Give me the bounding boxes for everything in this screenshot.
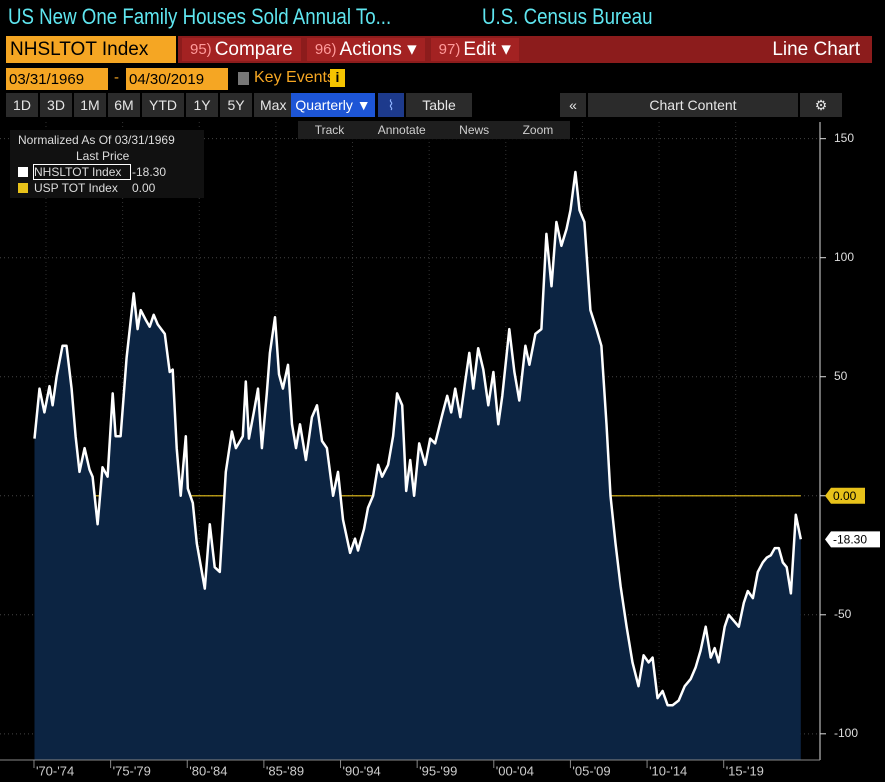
end-date[interactable]: 04/30/2019 [126, 68, 228, 90]
tool-button[interactable]: Track [314, 123, 345, 137]
settings-button[interactable]: ⚙ [800, 93, 842, 117]
last-value-box [825, 531, 880, 548]
x-tick-label: '00-'04 [496, 763, 534, 778]
menu-button[interactable]: 95) Compare [182, 38, 301, 61]
menu-label: Actions ▾ [339, 39, 417, 60]
chart-kind[interactable]: Line Chart [772, 38, 860, 60]
range-button[interactable]: 1M [74, 93, 106, 117]
legend-swatch [18, 183, 28, 193]
legend-swatch [18, 167, 28, 177]
collapse-button[interactable]: « [560, 93, 586, 117]
legend-subheader: Last Price [76, 149, 130, 163]
period-button[interactable]: Quarterly ▼ [291, 93, 375, 117]
last-value-box [825, 487, 865, 504]
menu-label: Edit ▾ [463, 39, 511, 60]
chart-title: US New One Family Houses Sold Annual To.… [8, 4, 392, 29]
x-tick-label: '80-'84 [189, 763, 227, 778]
x-tick-label: '15-'19 [726, 763, 764, 778]
x-tick-label: '90-'94 [343, 763, 381, 778]
last-value-label: -18.30 [833, 532, 867, 546]
x-tick-label: '10-'14 [649, 763, 687, 778]
last-value-label: 0.00 [833, 489, 857, 503]
y-tick-label: -50 [834, 607, 852, 621]
legend-header: Normalized As Of 03/31/1969 [18, 133, 175, 147]
start-date[interactable]: 03/31/1969 [6, 68, 108, 90]
range-button[interactable]: 6M [108, 93, 140, 117]
menu-number: 97) [438, 41, 461, 58]
last-value-tag: -18.30 [825, 531, 880, 548]
tool-button[interactable]: Zoom [522, 123, 554, 137]
x-tick-label: '05-'09 [572, 763, 610, 778]
x-axis-bar [0, 760, 885, 782]
last-value-tag: 0.00 [825, 487, 865, 504]
x-tick-label: '85-'89 [266, 763, 304, 778]
legend-value: 0.00 [132, 181, 156, 195]
range-button[interactable]: 5Y [220, 93, 252, 117]
legend-rows: NHSLTOT Index -18.30 USP TOT Index 0.00 [18, 164, 166, 196]
legend-name: NHSLTOT Index [33, 164, 131, 180]
date-separator: - [114, 69, 119, 86]
menu-label: Compare [214, 38, 293, 60]
chart-content-button[interactable]: Chart Content [588, 93, 798, 117]
x-tick-label: '95-'99 [419, 763, 457, 778]
range-button[interactable]: YTD [142, 93, 184, 117]
tool-button[interactable]: Annotate [377, 123, 426, 137]
menu-button[interactable]: 96) Actions ▾ [306, 38, 425, 61]
key-events[interactable]: Key Events [254, 69, 335, 86]
security-field[interactable]: NHSLTOT Index [6, 36, 176, 63]
menu-bar: 95) Compare 96) Actions ▾ 97) Edit ▾ Line Char… [178, 36, 872, 63]
x-tick-label: '70-'74 [36, 763, 74, 778]
marks [33, 170, 803, 760]
menu-button[interactable]: 97) Edit ▾ [430, 38, 519, 61]
legend-entry: USP TOT Index 0.00 [18, 180, 166, 196]
chart-icon[interactable]: ⌇ [378, 93, 404, 117]
info-icon[interactable]: i [330, 69, 345, 87]
checkbox[interactable] [238, 72, 249, 85]
range-button[interactable]: 3D [40, 93, 72, 117]
x-tick-label: '75-'79 [113, 763, 151, 778]
y-tick-label: -100 [834, 726, 858, 740]
range-button[interactable]: 1Y [186, 93, 218, 117]
range-bar: 1D 3D 1M 6M YTD 1Y 5Y Max [6, 93, 293, 117]
legend: Normalized As Of 03/31/1969 Last Price N… [10, 130, 204, 198]
tool-button[interactable]: News [459, 123, 490, 137]
line [33, 170, 803, 707]
y-tick-label: 100 [834, 250, 854, 264]
menu-number: 96) [314, 41, 337, 58]
legend-entry: NHSLTOT Index -18.30 [18, 164, 166, 180]
tool-bar: Track Annotate News Zoom [298, 121, 570, 139]
range-button[interactable]: 1D [6, 93, 38, 117]
menu-number: 95) [190, 41, 212, 58]
y-tick-label: 150 [834, 131, 854, 145]
table-button[interactable]: Table [406, 93, 472, 117]
legend-value: -18.30 [132, 165, 167, 179]
y-tick-label: 50 [834, 369, 848, 383]
source: U.S. Census Bureau [482, 4, 653, 29]
legend-name: USP TOT Index [34, 181, 118, 195]
range-button[interactable]: Max [254, 93, 293, 117]
axes: -100-50050100150'70-'74'75-'79'80-'84'85… [0, 122, 885, 782]
